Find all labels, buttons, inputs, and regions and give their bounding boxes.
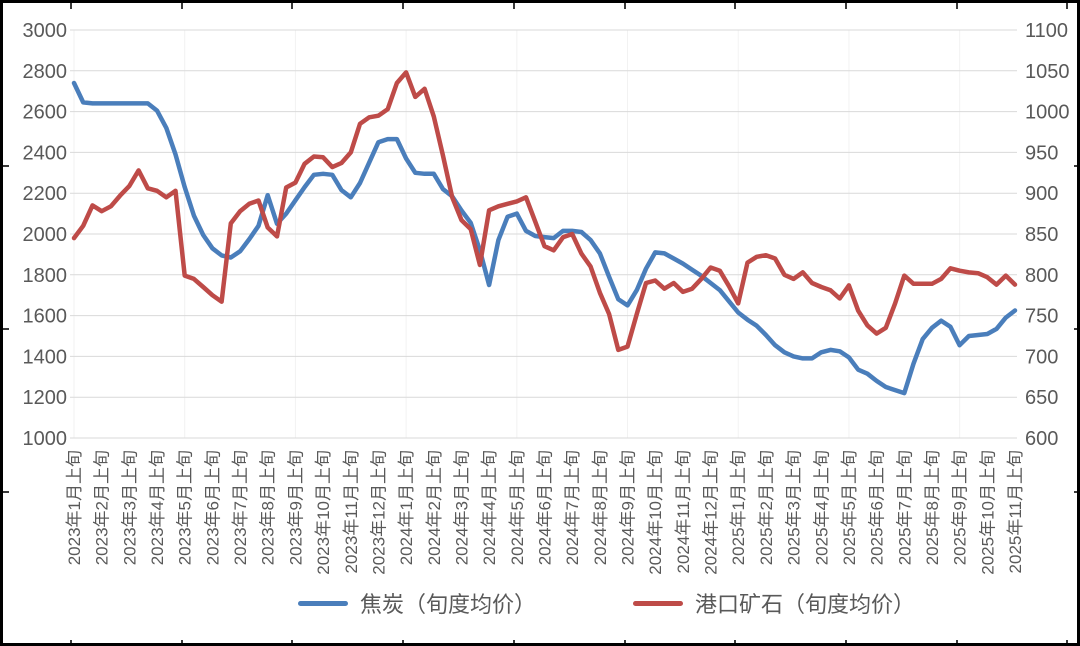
x-axis-tick-label: 2023年3月上旬 <box>120 450 139 565</box>
x-axis-tick-label: 2025年7月上旬 <box>895 450 914 565</box>
legend-label-port-ore: 港口矿石（旬度均价） <box>695 592 916 617</box>
x-axis-tick-label: 2023年12月上旬 <box>369 450 388 575</box>
top-edge-tick <box>291 3 294 9</box>
x-axis-tick-label: 2024年9月上旬 <box>619 450 638 565</box>
x-axis-tick-label: 2025年6月上旬 <box>868 450 887 565</box>
y-axis-left-tick-label: 2200 <box>23 183 68 205</box>
y-axis-left-tick-label: 2600 <box>23 102 68 124</box>
x-axis-tick-label: 2023年4月上旬 <box>148 450 167 565</box>
bottom-edge-tick <box>512 640 515 643</box>
line-chart-plot: 3000 2800 2600 2400 2200 2000 1800 1600 1400 1200… <box>23 20 1070 575</box>
y-axis-right-tick-label: 750 <box>1025 306 1058 328</box>
bottom-edge-tick <box>734 640 737 643</box>
y-axis-right-tick-label: 600 <box>1025 428 1058 450</box>
bottom-edge-tick <box>955 640 958 643</box>
legend-item-port-ore: 港口矿石（旬度均价） <box>633 588 915 618</box>
y-axis-right-tick-label: 650 <box>1025 387 1058 409</box>
top-edge-tick <box>402 3 405 9</box>
bottom-edge-tick <box>402 640 405 643</box>
left-edge-tick <box>3 165 9 167</box>
x-axis-tick-label: 2024年11月上旬 <box>674 450 693 573</box>
right-edge-tick <box>1074 328 1077 330</box>
bottom-edge-tick <box>70 640 72 643</box>
legend-swatch-port-ore-line <box>633 600 683 606</box>
left-edge-tick <box>3 328 9 330</box>
right-edge-tick <box>1074 491 1077 493</box>
coke-price-line <box>71 80 1018 396</box>
x-axis-tick-label: 2024年8月上旬 <box>591 450 610 565</box>
legend-label-coke: 焦炭（旬度均价） <box>360 592 537 617</box>
bottom-edge-tick <box>844 640 847 643</box>
top-edge-tick <box>623 3 626 9</box>
x-axis-tick-label: 2023年1月上旬 <box>65 450 84 565</box>
x-axis-tick-label: 2023年5月上旬 <box>176 450 195 565</box>
y-axis-right-tick-label: 700 <box>1025 346 1058 368</box>
bottom-edge-tick <box>291 640 294 643</box>
x-axis-tick-label: 2024年10月上旬 <box>646 450 665 575</box>
x-axis-tick-label: 2025年9月上旬 <box>951 450 970 565</box>
x-axis-tick-label: 2024年3月上旬 <box>452 450 471 565</box>
y-axis-right-tick-label: 850 <box>1025 224 1058 246</box>
y-axis-right-tick-label: 1100 <box>1025 20 1068 42</box>
left-edge-tick <box>3 491 9 493</box>
x-axis-tick-label: 2023年7月上旬 <box>231 450 250 565</box>
y-axis-left-tick-label: 2800 <box>23 61 68 83</box>
y-axis-left-tick-label: 1400 <box>23 346 68 368</box>
x-axis-tick-label: 2024年2月上旬 <box>425 450 444 565</box>
bottom-edge-tick <box>1066 640 1069 643</box>
x-axis-tick-label: 2023年11月上旬 <box>342 450 361 573</box>
legend: 焦炭（旬度均价） 港口矿石（旬度均价） <box>3 588 1077 618</box>
x-axis-tick-label: 2023年2月上旬 <box>93 450 112 565</box>
y-axis-left-tick-label: 1600 <box>23 306 68 328</box>
top-edge-tick <box>734 3 737 9</box>
x-axis-tick-label: 2023年9月上旬 <box>286 450 305 565</box>
y-axis-left-tick-label: 3000 <box>23 20 68 42</box>
legend-swatch-coke-line <box>298 600 348 606</box>
top-edge-tick <box>180 3 183 9</box>
x-axis-tick-label: 2023年6月上旬 <box>203 450 222 565</box>
x-axis-tick-label: 2024年4月上旬 <box>480 450 499 565</box>
y-axis-left-tick-label: 2400 <box>23 142 68 164</box>
bottom-edge-tick <box>180 640 183 643</box>
port-ore-price-line <box>71 70 1018 353</box>
x-axis-tick-label: 2024年5月上旬 <box>508 450 527 565</box>
y-axis-right-tick-label: 800 <box>1025 265 1058 287</box>
x-axis-tick-label: 2025年3月上旬 <box>785 450 804 565</box>
y-axis-right-tick-label: 1000 <box>1025 102 1070 124</box>
top-edge-tick <box>70 3 72 9</box>
x-axis-tick-label: 2025年1月上旬 <box>729 450 748 565</box>
y-axis-right-tick-label: 1050 <box>1025 61 1070 83</box>
x-axis-tick-label: 2025年2月上旬 <box>757 450 776 565</box>
x-axis-tick-label: 2024年1月上旬 <box>397 450 416 565</box>
top-edge-tick <box>955 3 958 9</box>
x-axis-tick-label: 2023年10月上旬 <box>314 450 333 575</box>
bottom-edge-tick <box>623 640 626 643</box>
x-axis-tick-label: 2025年4月上旬 <box>812 450 831 565</box>
x-axis-tick-label: 2025年8月上旬 <box>923 450 942 565</box>
x-axis-tick-label: 2025年11月上旬 <box>1006 450 1025 573</box>
x-axis-tick-label: 2024年7月上旬 <box>563 450 582 565</box>
x-axis-tick-label: 2023年8月上旬 <box>259 450 278 565</box>
top-edge-tick <box>512 3 515 9</box>
y-axis-right-tick-label: 900 <box>1025 183 1058 205</box>
x-axis-tick-label: 2024年6月上旬 <box>536 450 555 565</box>
y-axis-left-tick-label: 1000 <box>23 428 68 450</box>
y-axis-right-tick-label: 950 <box>1025 142 1058 164</box>
y-axis-left-tick-label: 1200 <box>23 387 68 409</box>
x-axis-tick-label: 2024年12月上旬 <box>702 450 721 575</box>
x-axis-tick-label: 2025年5月上旬 <box>840 450 859 565</box>
y-axis-left-tick-label: 2000 <box>23 224 68 246</box>
legend-item-coke: 焦炭（旬度均价） <box>298 588 536 618</box>
right-edge-tick <box>1074 165 1077 167</box>
x-axis-tick-label: 2025年10月上旬 <box>978 450 997 575</box>
top-edge-tick <box>844 3 847 9</box>
y-axis-left-tick-label: 1800 <box>23 265 68 287</box>
top-edge-tick <box>1066 3 1069 9</box>
